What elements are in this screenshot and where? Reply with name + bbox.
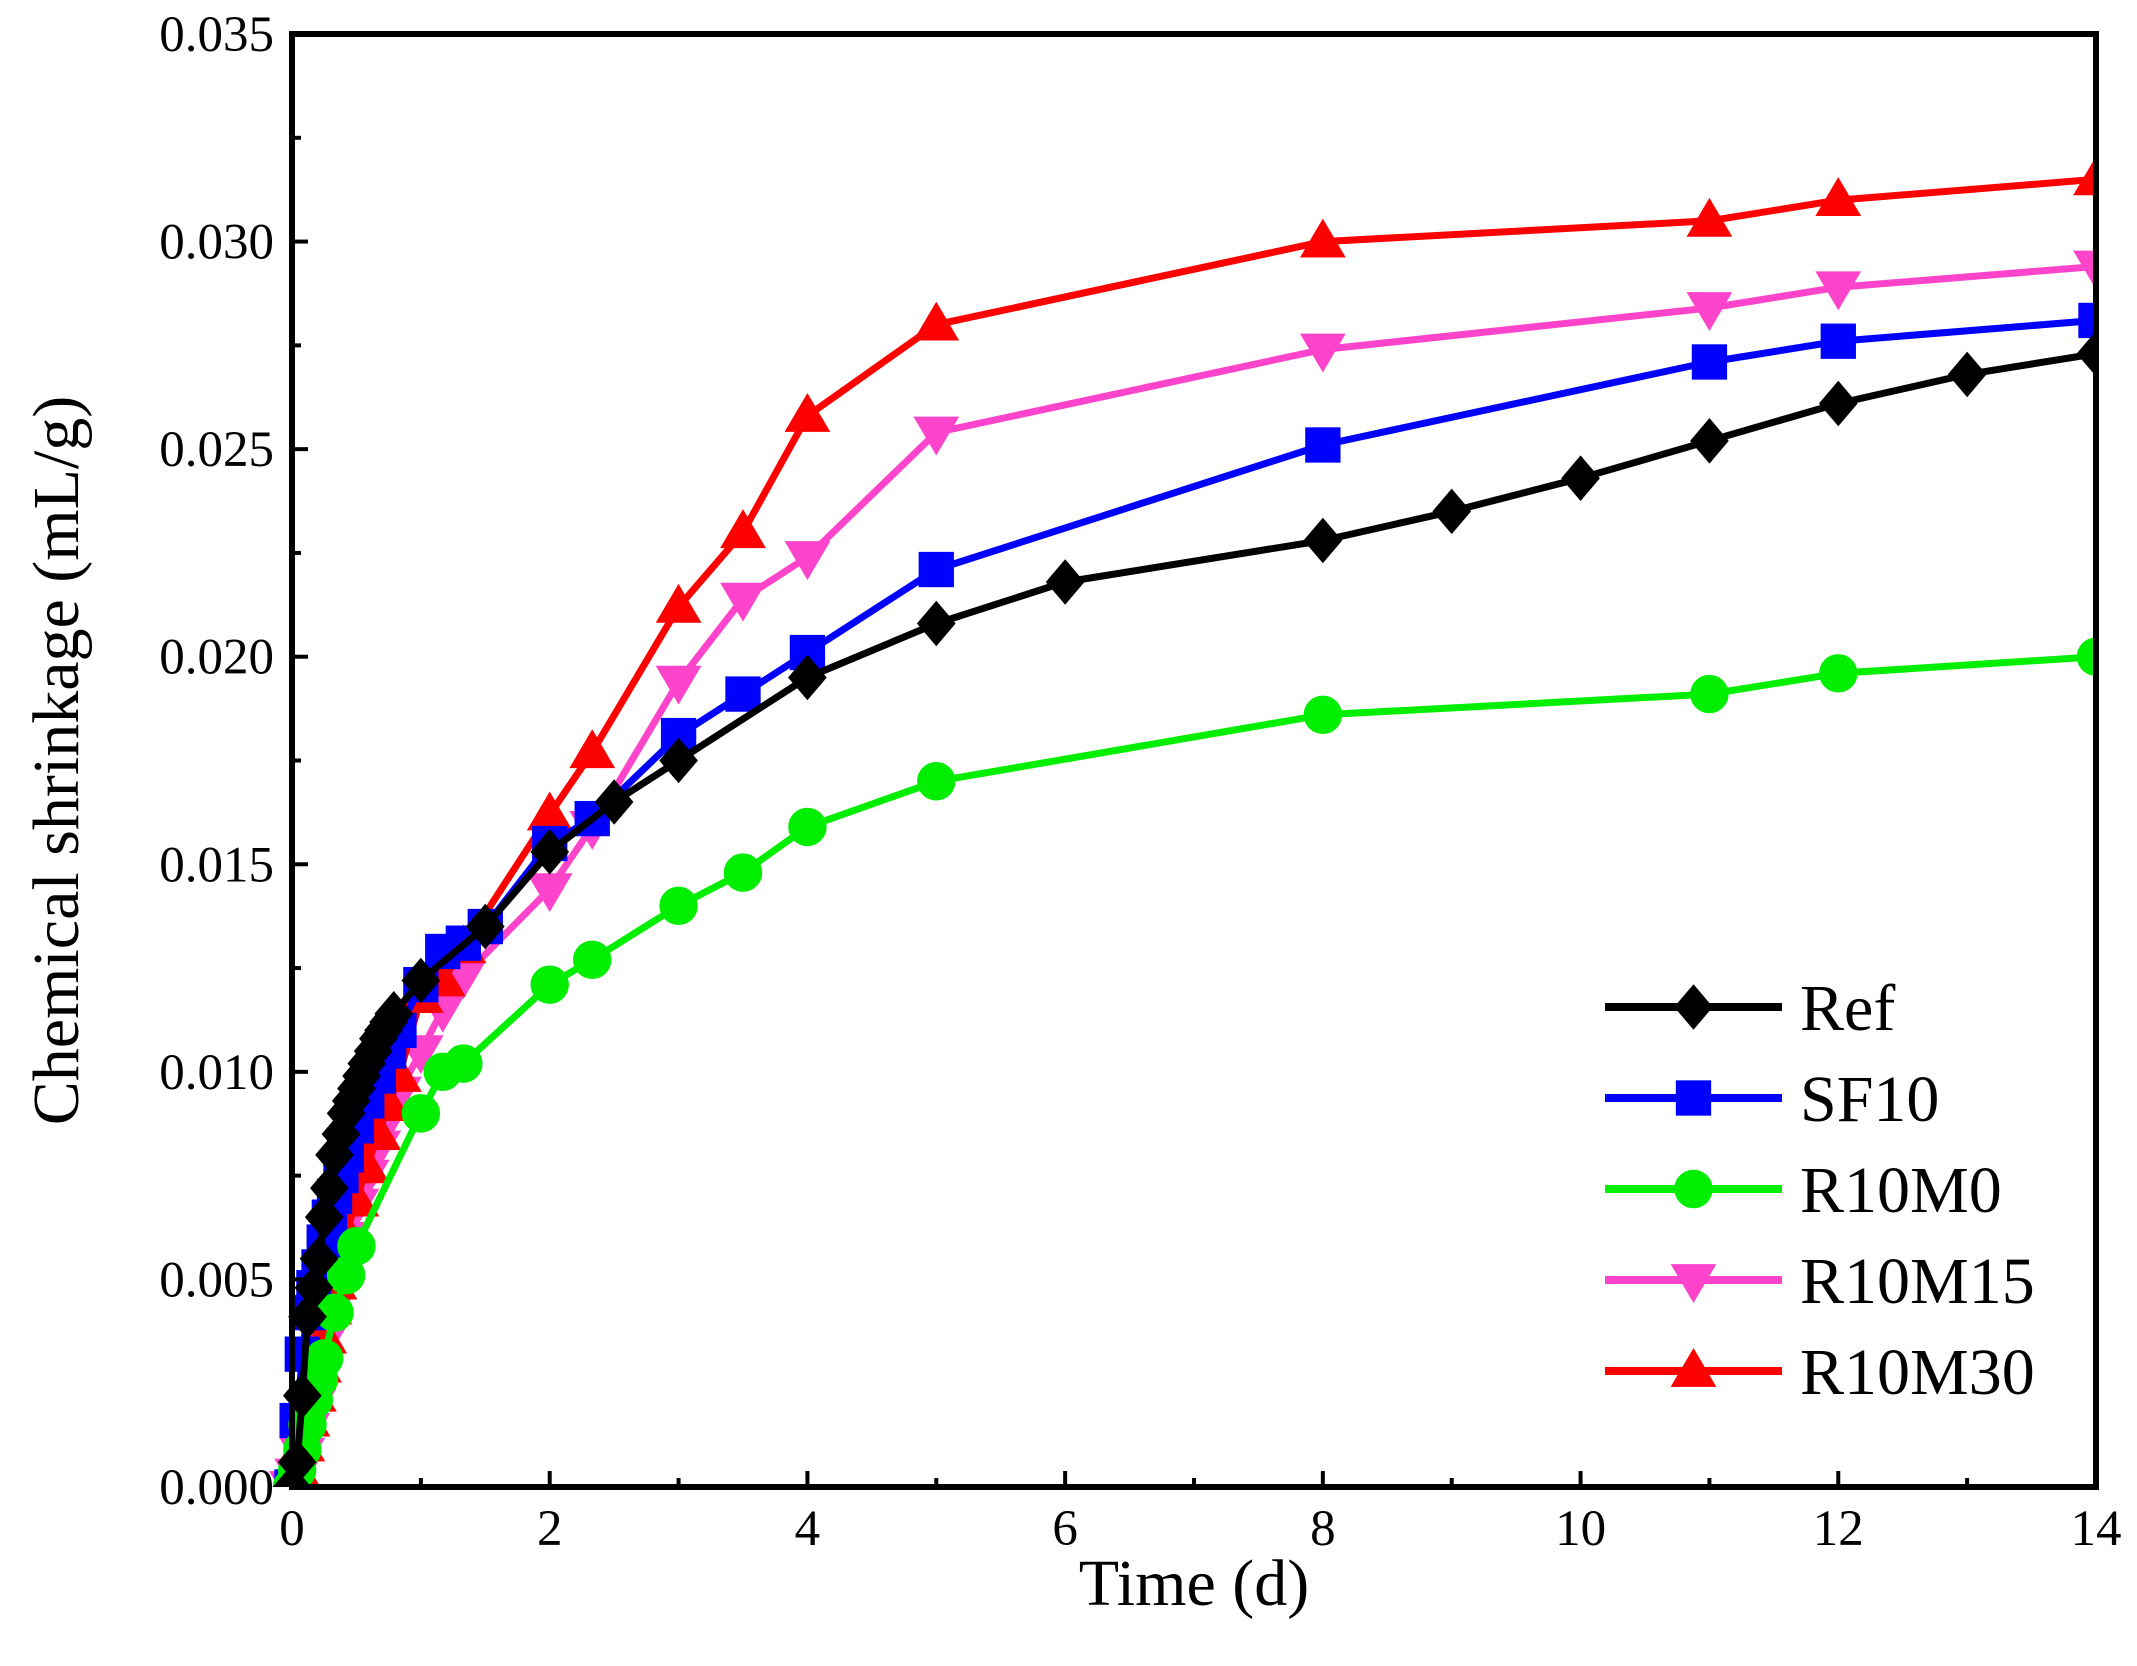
y-tick-label: 0.035: [159, 7, 274, 63]
legend-marker: [1670, 1348, 1717, 1387]
data-point-sf10: [725, 676, 761, 712]
x-axis: 0 2 4 6 8 10 12 14: [279, 1471, 2122, 1557]
data-point-ref: [1303, 517, 1343, 564]
series-ref: [272, 330, 2096, 1487]
y-tick-label: 0.000: [159, 1460, 274, 1516]
data-point-r10m0: [305, 1339, 344, 1378]
legend-label: R10M15: [1800, 1245, 2035, 1318]
legend-label: Ref: [1800, 972, 1895, 1045]
y-tick-label: 0.020: [159, 630, 274, 686]
data-point-ref: [374, 990, 414, 1037]
x-tick-label: 4: [795, 1501, 821, 1557]
data-point-ref: [310, 1165, 349, 1211]
data-point-ref: [401, 957, 441, 1004]
data-point-ref: [1045, 559, 1085, 605]
data-point-r10m0: [444, 1044, 483, 1083]
x-tick-label: 2: [537, 1501, 563, 1557]
x-tick-label: 8: [1310, 1501, 1336, 1557]
data-point-ref: [1561, 455, 1600, 501]
data-point-r10m30: [1686, 197, 1733, 237]
data-point-ref: [304, 1194, 344, 1240]
legend-label: R10M0: [1800, 1154, 2002, 1227]
data-point-r10m0: [401, 1094, 441, 1133]
data-point-ref: [465, 903, 505, 950]
x-tick-label: 14: [2071, 1501, 2122, 1557]
data-point-r10m15: [655, 665, 702, 705]
legend-marker: [1670, 1264, 1717, 1303]
legend-marker: [1674, 1169, 1713, 1209]
x-tick-label: 0: [279, 1501, 305, 1557]
data-point-ref: [299, 1235, 339, 1282]
data-point-r10m30: [1299, 218, 1346, 258]
legend-marker: [1674, 984, 1713, 1030]
x-tick-label: 12: [1813, 1501, 1864, 1557]
data-point-r10m0: [1303, 695, 1343, 735]
y-tick-label: 0.010: [159, 1045, 274, 1101]
data-point-sf10: [2078, 302, 2096, 339]
legend: Ref SF10 R10M0 R10M15 R10M30: [1605, 972, 2035, 1409]
data-point-r10m0: [573, 940, 612, 979]
data-point-sf10: [1820, 323, 1856, 359]
data-point-ref: [1690, 418, 1729, 464]
legend-item-ref: Ref: [1605, 972, 1895, 1045]
data-point-r10m30: [2073, 156, 2096, 196]
data-point-r10m30: [784, 392, 831, 432]
data-point-ref: [1818, 380, 1858, 427]
y-axis: 0.000 0.005 0.010 0.015 0.020 0.025 0.030 0.035: [159, 7, 308, 1516]
data-point-r10m0: [1690, 674, 1729, 714]
data-point-sf10: [918, 551, 954, 588]
data-point-ref: [594, 779, 634, 825]
y-axis-title: Chemical shrinkage (mL/g): [20, 396, 93, 1125]
data-point-r10m15: [913, 416, 960, 456]
legend-item-r10m30: R10M30: [1605, 1336, 2035, 1409]
data-point-r10m15: [1815, 271, 1862, 311]
y-tick-label: 0.025: [159, 422, 274, 478]
legend-label: R10M30: [1800, 1336, 2035, 1409]
legend-label: SF10: [1800, 1063, 1939, 1136]
data-point-r10m0: [917, 762, 956, 801]
series-layer: [269, 156, 2096, 1487]
data-point-ref: [1432, 488, 1472, 535]
x-axis-title: Time (d): [1079, 1547, 1309, 1620]
data-point-r10m0: [788, 807, 827, 847]
legend-item-r10m15: R10M15: [1605, 1245, 2035, 1318]
data-point-r10m0: [337, 1227, 376, 1266]
data-point-sf10: [1305, 427, 1341, 463]
data-point-r10m0: [723, 853, 763, 892]
data-point-r10m0: [530, 965, 569, 1004]
data-point-ref: [2076, 330, 2096, 377]
x-tick-label: 10: [1555, 1501, 1606, 1557]
data-point-r10m30: [720, 509, 766, 549]
legend-marker: [1675, 1080, 1712, 1116]
data-point-ref: [916, 600, 956, 647]
data-point-r10m15: [2073, 250, 2096, 290]
data-point-sf10: [1691, 344, 1728, 380]
data-point-r10m0: [1819, 654, 1858, 693]
data-point-ref: [659, 737, 698, 784]
data-point-r10m0: [659, 886, 698, 925]
data-point-r10m15: [720, 582, 766, 622]
data-point-r10m30: [569, 729, 616, 769]
data-point-r10m0: [2076, 637, 2096, 676]
legend-item-r10m0: R10M0: [1605, 1154, 2002, 1227]
y-tick-label: 0.005: [159, 1252, 274, 1308]
x-tick-label: 6: [1052, 1501, 1078, 1557]
data-point-ref: [1947, 351, 1987, 398]
data-point-r10m30: [655, 583, 702, 623]
data-point-r10m30: [913, 301, 960, 341]
data-point-r10m30: [1815, 177, 1862, 216]
y-tick-label: 0.030: [159, 215, 274, 271]
data-point-r10m15: [1686, 292, 1733, 331]
data-point-r10m15: [1299, 333, 1346, 373]
y-tick-label: 0.015: [159, 837, 274, 893]
data-point-ref: [530, 829, 570, 875]
data-point-r10m15: [784, 541, 831, 581]
legend-item-sf10: SF10: [1605, 1063, 1939, 1136]
series-r10m15: [269, 250, 2096, 1487]
data-point-ref: [788, 654, 827, 701]
